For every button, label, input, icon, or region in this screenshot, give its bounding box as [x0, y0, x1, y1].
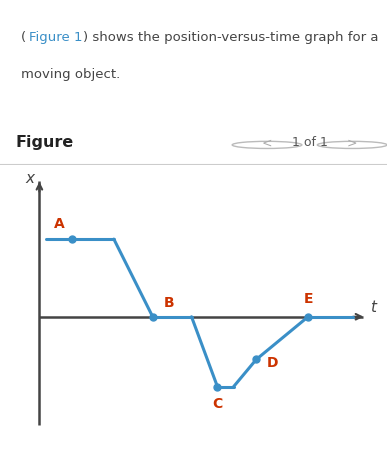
Text: t: t — [370, 300, 375, 315]
Text: B: B — [164, 296, 174, 310]
Text: moving object.: moving object. — [21, 68, 120, 81]
Text: (: ( — [21, 31, 26, 44]
Text: A: A — [53, 216, 64, 230]
Text: x: x — [26, 171, 34, 186]
Text: <: < — [262, 136, 272, 149]
Text: Figure 1: Figure 1 — [29, 31, 83, 44]
Text: Figure: Figure — [15, 135, 74, 150]
Text: 1 of 1: 1 of 1 — [292, 136, 327, 149]
Text: ) shows the position-versus-time graph for a: ) shows the position-versus-time graph f… — [83, 31, 379, 44]
Text: E: E — [303, 292, 313, 306]
Text: D: D — [267, 356, 278, 370]
Text: >: > — [347, 136, 358, 149]
Text: C: C — [212, 397, 223, 411]
